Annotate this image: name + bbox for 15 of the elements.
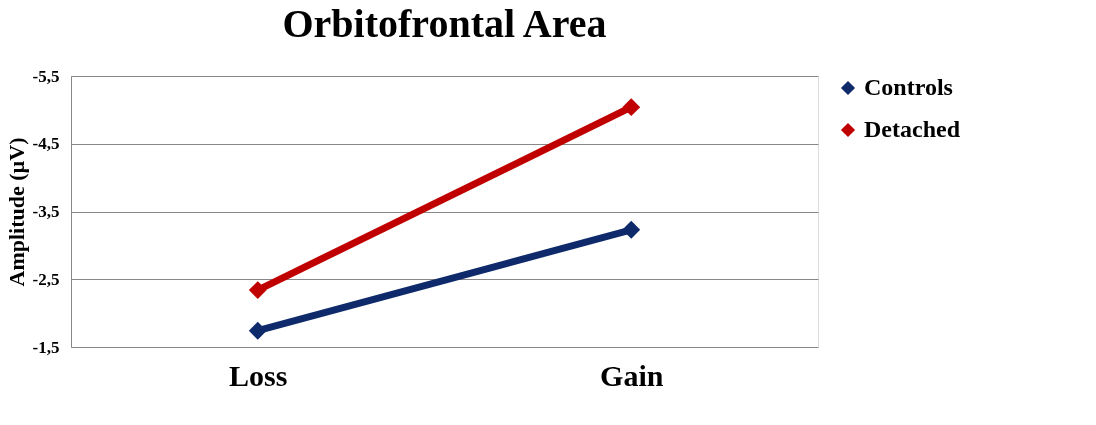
point xyxy=(622,98,641,117)
y-tick-label: -3,5 xyxy=(32,202,60,221)
y-tick-label: -1,5 xyxy=(32,337,60,357)
y-tick-label: -4,5 xyxy=(32,134,60,154)
legend-label: Detached xyxy=(864,116,961,142)
chart-title: Orbitofrontal Area xyxy=(282,1,607,46)
point xyxy=(248,321,267,340)
y-tick-label: -5,5 xyxy=(32,66,60,86)
x-tick-label: Gain xyxy=(600,358,664,392)
y-axis-title: Amplitude (µV) xyxy=(3,137,29,287)
point xyxy=(622,220,641,239)
x-tick-label: Loss xyxy=(229,358,288,392)
point xyxy=(248,281,267,300)
legend-label: Controls xyxy=(864,74,953,100)
y-tick-label: -2,5 xyxy=(32,269,60,289)
